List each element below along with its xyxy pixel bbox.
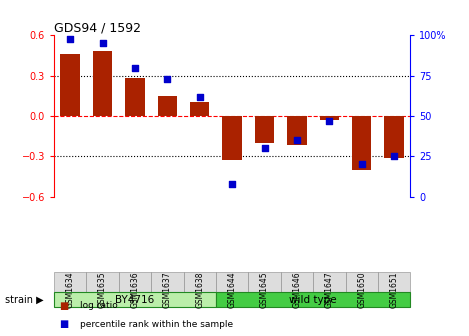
Text: GSM1644: GSM1644 (227, 271, 237, 308)
Text: percentile rank within the sample: percentile rank within the sample (80, 320, 233, 329)
Text: log ratio: log ratio (80, 301, 117, 310)
Bar (320, 116, 339, 120)
Text: ■: ■ (59, 301, 68, 311)
Text: GSM1635: GSM1635 (98, 271, 107, 308)
Point (390, 154, 398, 159)
Text: GSM1650: GSM1650 (357, 271, 366, 308)
Text: GSM1645: GSM1645 (260, 271, 269, 308)
Bar (287, 116, 307, 145)
Text: ■: ■ (59, 319, 68, 329)
Bar (222, 116, 242, 160)
Point (131, 65, 139, 70)
Text: GDS94 / 1592: GDS94 / 1592 (54, 21, 141, 34)
Text: GSM1646: GSM1646 (293, 271, 302, 308)
Bar (385, 116, 404, 158)
Text: GSM1638: GSM1638 (195, 271, 204, 308)
Bar (255, 116, 274, 143)
Point (358, 162, 365, 167)
Text: GSM1637: GSM1637 (163, 271, 172, 308)
Point (164, 76, 171, 82)
Point (196, 94, 204, 99)
Bar (190, 102, 210, 116)
Bar (61, 54, 80, 116)
Point (261, 145, 268, 151)
Text: GSM1647: GSM1647 (325, 271, 334, 308)
Text: BY4716: BY4716 (115, 295, 155, 305)
Text: wild type: wild type (289, 295, 337, 305)
Bar (125, 78, 144, 116)
Point (293, 137, 301, 143)
Point (325, 118, 333, 123)
Bar (93, 51, 112, 116)
Text: strain ▶: strain ▶ (5, 295, 43, 305)
Text: GSM1636: GSM1636 (130, 271, 139, 308)
Bar (158, 96, 177, 116)
Bar (352, 116, 371, 170)
Text: GSM1651: GSM1651 (390, 271, 399, 308)
Point (67, 36, 74, 41)
Point (99, 41, 106, 46)
Text: GSM1634: GSM1634 (66, 271, 75, 308)
Point (228, 181, 236, 186)
